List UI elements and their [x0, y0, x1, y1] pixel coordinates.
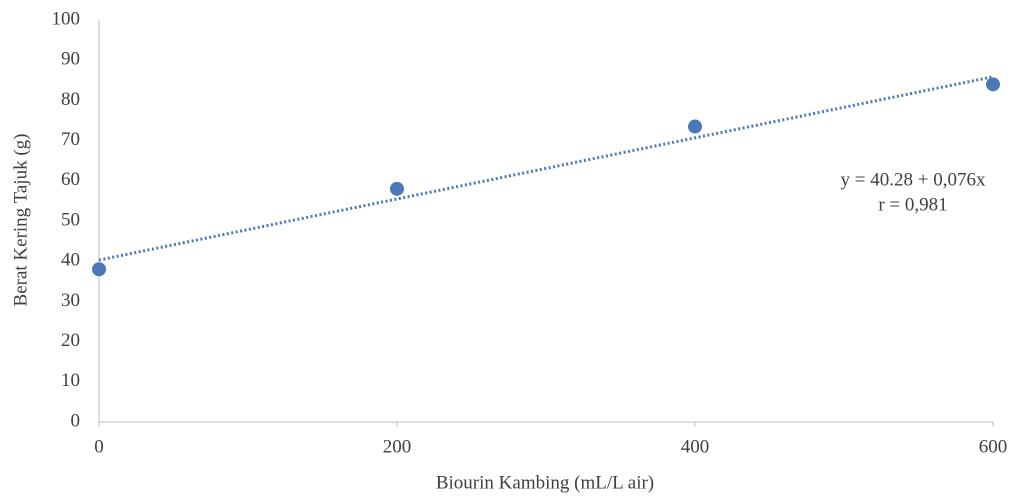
y-tick-label: 0 [71, 410, 81, 431]
point [92, 262, 106, 277]
y-tick-label: 10 [61, 370, 80, 391]
annotation: y = 40.28 + 0,076x [841, 169, 986, 190]
y-tick-label: 40 [61, 250, 80, 271]
x-tick-label: 400 [681, 436, 710, 457]
x-tick-label: 600 [979, 436, 1008, 457]
y-tick-label: 30 [61, 290, 80, 311]
y-tick-label: 50 [61, 209, 80, 230]
annotation: r = 0,981 [878, 194, 947, 215]
y-axis-label: Berat Kering Tajuk (g) [10, 134, 31, 307]
y-tick-label: 90 [61, 49, 80, 70]
y-tick-label: 60 [61, 169, 80, 190]
y-tick-label: 100 [52, 8, 81, 29]
point [986, 77, 1000, 92]
point [390, 181, 404, 196]
x-axis-label: Biourin Kambing (mL/L air) [436, 472, 654, 493]
trendline [98, 75, 994, 262]
y-tick-label: 70 [61, 129, 80, 150]
y-tick-label: 20 [61, 330, 80, 351]
x-tick-label: 0 [94, 436, 104, 457]
y-tick-label: 80 [61, 89, 80, 110]
x-tick-label: 200 [383, 436, 412, 457]
point [688, 119, 702, 134]
